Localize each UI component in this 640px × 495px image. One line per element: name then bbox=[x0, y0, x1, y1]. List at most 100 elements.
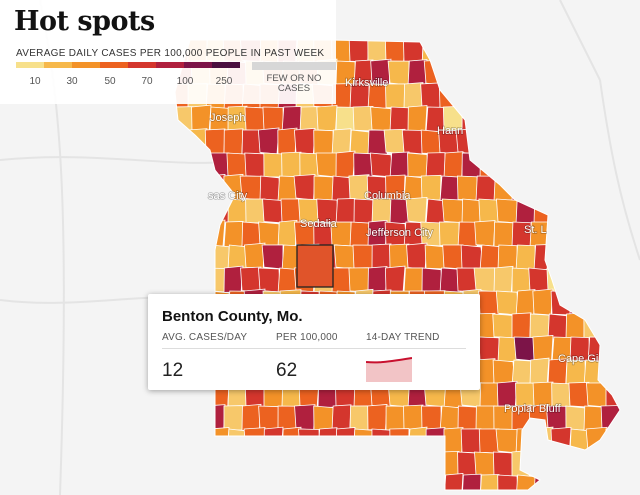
county-shape[interactable] bbox=[619, 129, 639, 156]
county-shape[interactable] bbox=[425, 427, 446, 454]
county-shape[interactable] bbox=[475, 405, 496, 431]
county-shape[interactable] bbox=[527, 175, 551, 201]
county-shape[interactable] bbox=[585, 151, 608, 178]
county-shape[interactable] bbox=[263, 426, 284, 454]
county-shape[interactable] bbox=[442, 244, 464, 270]
county-shape[interactable] bbox=[511, 312, 532, 339]
county-shape[interactable] bbox=[335, 150, 356, 178]
county-shape[interactable] bbox=[330, 449, 352, 477]
county-shape[interactable] bbox=[511, 127, 532, 157]
county-shape[interactable] bbox=[174, 197, 194, 225]
county-shape[interactable] bbox=[619, 38, 640, 65]
county-shape[interactable] bbox=[569, 196, 590, 225]
county-shape[interactable] bbox=[568, 243, 590, 270]
county-shape[interactable] bbox=[619, 266, 639, 294]
county-shape[interactable] bbox=[515, 244, 537, 271]
county-shape[interactable] bbox=[587, 474, 608, 495]
county-shape[interactable] bbox=[371, 198, 392, 225]
county-shape[interactable] bbox=[492, 359, 516, 385]
county-shape[interactable] bbox=[315, 152, 338, 178]
county-shape[interactable] bbox=[169, 175, 192, 201]
county-shape[interactable] bbox=[367, 404, 388, 431]
county-shape[interactable] bbox=[565, 220, 586, 248]
county-shape[interactable] bbox=[441, 198, 465, 224]
county-shape[interactable] bbox=[190, 427, 212, 454]
county-shape[interactable] bbox=[406, 242, 428, 270]
county-shape[interactable] bbox=[313, 129, 335, 155]
county-shape[interactable] bbox=[317, 427, 338, 456]
county-shape[interactable] bbox=[185, 174, 208, 201]
county-shape[interactable] bbox=[605, 288, 625, 316]
county-shape[interactable] bbox=[619, 451, 639, 478]
county-shape[interactable] bbox=[331, 267, 352, 294]
county-shape[interactable] bbox=[569, 59, 590, 86]
county-shape[interactable] bbox=[546, 128, 568, 155]
county-shape[interactable] bbox=[601, 221, 621, 249]
county-shape[interactable] bbox=[371, 243, 392, 270]
county-shape[interactable] bbox=[511, 449, 532, 477]
county-shape[interactable] bbox=[439, 37, 460, 63]
county-shape[interactable] bbox=[456, 175, 479, 201]
county-shape[interactable] bbox=[331, 404, 352, 432]
county-shape[interactable] bbox=[280, 198, 302, 224]
county-shape[interactable] bbox=[529, 357, 550, 386]
county-shape[interactable] bbox=[473, 267, 496, 293]
county-shape[interactable] bbox=[385, 405, 406, 431]
county-shape[interactable] bbox=[384, 450, 406, 477]
county-shape[interactable] bbox=[605, 382, 625, 408]
county-shape[interactable] bbox=[601, 450, 621, 477]
county-shape[interactable] bbox=[258, 267, 281, 293]
county-shape[interactable] bbox=[240, 266, 262, 293]
county-shape[interactable] bbox=[533, 60, 554, 87]
county-shape[interactable] bbox=[527, 128, 550, 155]
county-shape[interactable] bbox=[461, 473, 482, 495]
county-shape[interactable] bbox=[170, 267, 191, 293]
county-shape[interactable] bbox=[622, 61, 640, 85]
county-shape[interactable] bbox=[511, 175, 533, 202]
county-shape[interactable] bbox=[600, 313, 621, 339]
county-shape[interactable] bbox=[568, 472, 590, 495]
county-shape[interactable] bbox=[244, 152, 267, 178]
county-shape[interactable] bbox=[475, 175, 496, 202]
county-shape[interactable] bbox=[387, 60, 410, 86]
county-shape[interactable] bbox=[258, 451, 281, 477]
county-shape[interactable] bbox=[281, 426, 302, 455]
county-shape[interactable] bbox=[585, 426, 608, 454]
county-shape[interactable] bbox=[258, 221, 282, 247]
county-shape[interactable] bbox=[546, 175, 568, 201]
county-shape[interactable] bbox=[187, 451, 210, 479]
county-shape[interactable] bbox=[191, 152, 212, 178]
county-shape[interactable] bbox=[565, 174, 586, 201]
county-shape[interactable] bbox=[241, 451, 263, 478]
county-shape[interactable] bbox=[460, 428, 482, 454]
county-shape[interactable] bbox=[565, 37, 586, 63]
county-shape[interactable] bbox=[245, 474, 266, 495]
county-shape[interactable] bbox=[223, 451, 244, 478]
county-shape[interactable] bbox=[370, 106, 394, 132]
county-shape[interactable] bbox=[511, 38, 532, 64]
county-shape[interactable] bbox=[352, 244, 374, 270]
county-shape[interactable] bbox=[295, 451, 317, 477]
county-shape[interactable] bbox=[601, 38, 622, 64]
county-shape[interactable] bbox=[421, 405, 442, 431]
county-shape[interactable] bbox=[425, 152, 446, 179]
county-shape[interactable] bbox=[460, 60, 483, 86]
county-shape[interactable] bbox=[515, 474, 538, 495]
county-shape[interactable] bbox=[349, 405, 370, 431]
county-shape[interactable] bbox=[581, 266, 604, 293]
county-shape[interactable] bbox=[495, 290, 519, 316]
county-shape[interactable] bbox=[403, 267, 424, 294]
county-shape[interactable] bbox=[586, 244, 608, 270]
county-shape[interactable] bbox=[313, 175, 335, 201]
county-shape[interactable] bbox=[603, 474, 625, 495]
county-shape[interactable] bbox=[367, 451, 389, 478]
county-shape[interactable] bbox=[533, 196, 554, 225]
county-shape[interactable] bbox=[172, 473, 194, 495]
county-shape[interactable] bbox=[335, 106, 356, 133]
county-shape[interactable] bbox=[474, 220, 496, 247]
county-shape[interactable] bbox=[441, 60, 464, 86]
county-shape[interactable] bbox=[457, 221, 478, 248]
county-shape[interactable] bbox=[277, 405, 298, 431]
county-shape[interactable] bbox=[298, 428, 320, 454]
county-shape[interactable] bbox=[313, 405, 336, 431]
